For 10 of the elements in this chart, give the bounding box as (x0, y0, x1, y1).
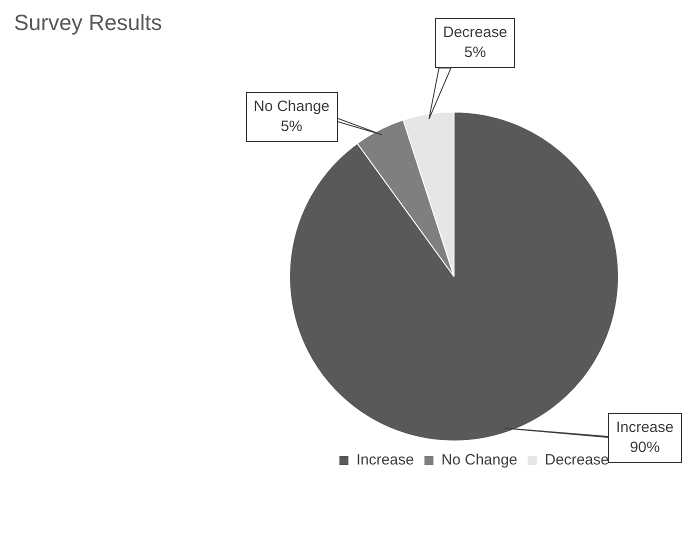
data-label: 90% (630, 439, 660, 456)
chart-title: Survey Results (14, 10, 162, 36)
slice-label: No Change (254, 98, 330, 115)
data-label: 5% (464, 44, 486, 61)
legend-label: Increase (356, 452, 414, 469)
data-label: 5% (280, 118, 302, 135)
legend-label: No Change (441, 452, 518, 469)
slice-label: Increase (616, 419, 674, 436)
slice-label: Decrease (443, 24, 508, 41)
legend-label: Decrease (544, 452, 610, 469)
